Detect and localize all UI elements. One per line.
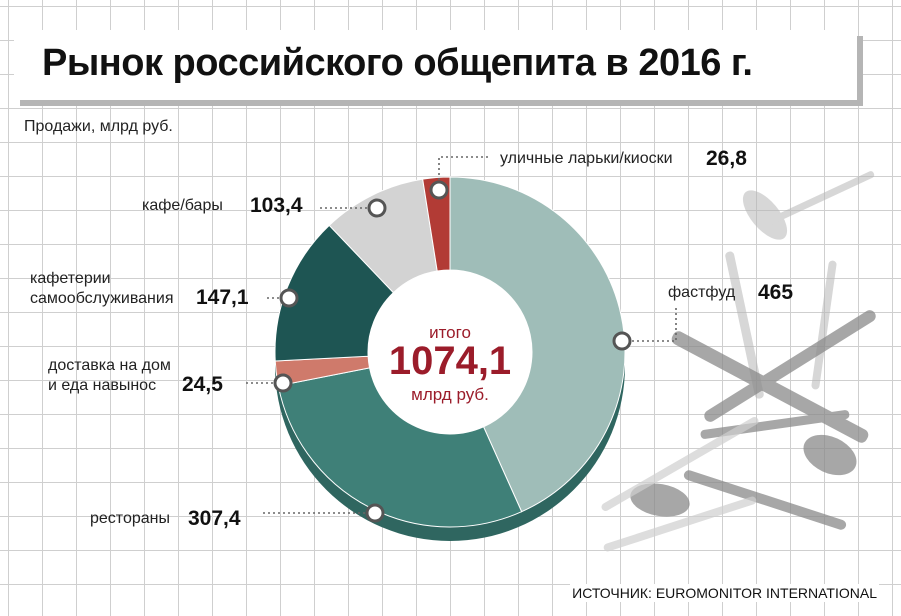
slice-label: и еда навынос: [48, 377, 156, 394]
leader-dot: [367, 198, 387, 218]
slice-label: доставка на дом: [48, 357, 171, 374]
total-unit: млрд руб.: [411, 385, 489, 404]
slice-label: кафе/бары: [142, 197, 223, 214]
slice-value: 103,4: [250, 194, 303, 217]
leader-dot: [429, 180, 449, 200]
leader-dot: [273, 373, 293, 393]
chart-subtitle: Продажи, млрд руб.: [24, 118, 173, 135]
slice-label: фастфуд: [668, 284, 736, 301]
leader-dot: [612, 331, 632, 351]
total-value: 1074,1: [389, 339, 511, 383]
slice-label: рестораны: [90, 510, 170, 527]
total-label: итого: [429, 323, 471, 342]
slice-label: самообслуживания: [30, 290, 174, 307]
slice-value: 24,5: [182, 373, 223, 396]
slice-value: 147,1: [196, 286, 249, 309]
leader-dot: [365, 503, 385, 523]
source-note: ИСТОЧНИК: EUROMONITOR INTERNATIONAL: [570, 584, 879, 602]
slice-value: 465: [758, 281, 793, 304]
leader-dot: [279, 288, 299, 308]
slice-value: 307,4: [188, 507, 241, 530]
slice-label: кафетерии: [30, 270, 111, 287]
leader-line: [622, 306, 677, 342]
title-box: [14, 30, 857, 100]
slice-label: уличные ларьки/киоски: [500, 150, 673, 167]
slice-value: 26,8: [706, 147, 747, 170]
donut-hole: [368, 270, 532, 434]
page-title: Рынок российского общепита в 2016 г.: [42, 42, 753, 84]
